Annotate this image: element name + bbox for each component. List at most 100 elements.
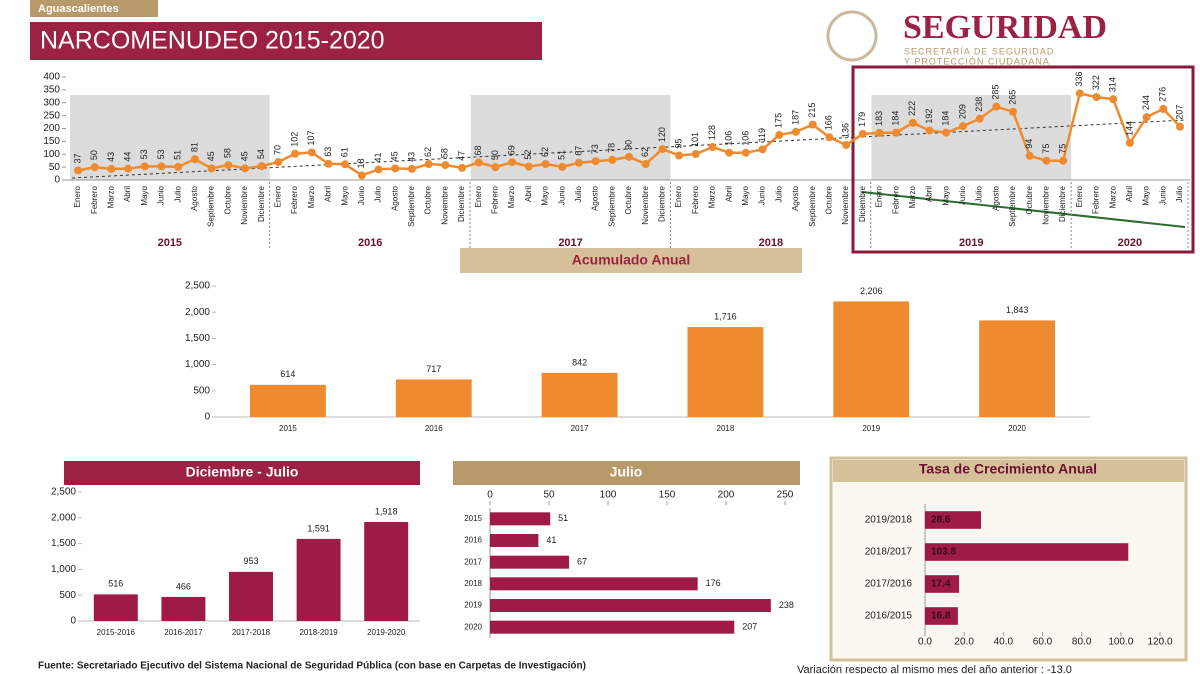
point: [892, 128, 901, 137]
y-tick-label: 400: [43, 72, 60, 83]
point: [808, 120, 817, 129]
value-label: 183: [874, 111, 884, 126]
x-tick-label: Junio: [958, 185, 967, 205]
year-label: 2016: [358, 237, 382, 249]
y-tick-label: 2,000: [185, 307, 210, 318]
y-tick-label: 1,500: [185, 333, 210, 344]
value-label: 50: [490, 150, 500, 160]
value-label: 68: [473, 145, 483, 155]
y-tick-label: 2017: [464, 557, 482, 566]
value-label: 106: [740, 131, 750, 146]
x-tick-label: Octubre: [424, 185, 433, 214]
point: [858, 129, 867, 138]
value-label: 516: [108, 579, 123, 589]
point: [407, 164, 416, 173]
point: [74, 166, 82, 175]
x-tick-label: 250: [777, 490, 794, 501]
x-tick-label: Diciembre: [858, 185, 867, 222]
value-label: 75: [1057, 144, 1067, 154]
x-tick-label: Mayo: [140, 185, 149, 205]
x-tick-label: Enero: [73, 185, 82, 207]
x-tick-label: Septiembre: [607, 185, 616, 226]
value-label: 45: [239, 151, 249, 161]
x-tick-label: Enero: [674, 185, 683, 207]
value-label: 75: [1041, 144, 1051, 154]
x-tick-label: Marzo: [908, 185, 917, 208]
year-label: 2020: [1118, 237, 1142, 249]
x-tick-label: 60.0: [1033, 637, 1053, 648]
y-tick-label: 2018/2017: [865, 547, 913, 558]
point: [658, 145, 667, 154]
title-box: [453, 461, 800, 485]
x-tick-label: 2017: [571, 424, 589, 433]
bar: [979, 320, 1055, 417]
point: [207, 164, 216, 173]
value-label: 1,918: [375, 506, 398, 516]
bar: [925, 607, 958, 625]
x-tick-label: Diciembre: [257, 185, 266, 222]
point: [441, 161, 450, 170]
x-tick-label: Agosto: [390, 185, 399, 210]
point: [558, 162, 567, 171]
value-label: 62: [423, 147, 433, 157]
point: [257, 162, 266, 171]
x-tick-label: Abril: [925, 186, 934, 202]
value-label: 81: [189, 142, 199, 152]
point: [190, 155, 199, 164]
point: [1176, 122, 1184, 131]
y-tick-label: 2,500: [185, 281, 210, 292]
point: [124, 164, 133, 173]
value-label: 953: [243, 556, 258, 566]
x-tick-label: 2015: [279, 424, 297, 433]
region: Aguascalientes: [38, 3, 119, 15]
x-tick-label: Octubre: [1025, 185, 1034, 214]
title-box: [64, 461, 420, 485]
point: [1042, 156, 1051, 165]
title-box: [460, 248, 802, 273]
value-label: 175: [774, 113, 784, 128]
value-label: 179: [857, 112, 867, 127]
bar: [229, 571, 273, 621]
x-tick-label: 2019-2020: [367, 628, 406, 637]
x-tick-label: Octubre: [223, 185, 232, 214]
point: [625, 152, 633, 161]
point: [591, 157, 600, 166]
point: [107, 164, 116, 173]
y-tick-label: 2016/2015: [865, 611, 913, 622]
year-label: 2015: [158, 237, 182, 249]
x-tick-label: Marzo: [107, 185, 116, 208]
value-label: 238: [974, 97, 984, 112]
logo: SEGURIDAD: [903, 9, 1107, 46]
year-band: [871, 95, 1072, 180]
y-tick-label: 500: [59, 590, 76, 601]
y-tick-label: 2019/2018: [865, 515, 913, 526]
point: [90, 163, 99, 172]
point: [357, 171, 366, 180]
value-label: 69: [506, 145, 516, 155]
point: [508, 158, 517, 167]
point: [307, 148, 316, 157]
x-tick-label: 2019: [862, 424, 880, 433]
point: [608, 155, 617, 164]
point: [157, 162, 166, 171]
x-tick-label: Agosto: [591, 185, 600, 210]
value-label: 136: [840, 123, 850, 138]
x-tick-label: 2015-2016: [97, 628, 136, 637]
x-tick-label: Abril: [1125, 186, 1134, 202]
value-label: 73: [590, 144, 600, 154]
point: [1009, 107, 1018, 116]
x-tick-label: 150: [659, 490, 676, 501]
y-tick-label: 2,500: [51, 487, 76, 498]
title-bar: [30, 22, 542, 60]
point: [641, 160, 650, 169]
point: [224, 161, 233, 170]
x-tick-label: 50: [543, 490, 555, 501]
value-label: 336: [1074, 71, 1084, 86]
x-tick-label: Octubre: [824, 185, 833, 214]
value-label: 187: [790, 110, 800, 125]
year-label: 2018: [759, 237, 783, 249]
y-tick-label: 2,000: [51, 512, 76, 523]
logo-subtitle: Y PROTECCIÓN CIUDADANA: [904, 56, 1050, 66]
value-label: 184: [941, 111, 951, 126]
x-tick-label: 2016-2017: [164, 628, 203, 637]
